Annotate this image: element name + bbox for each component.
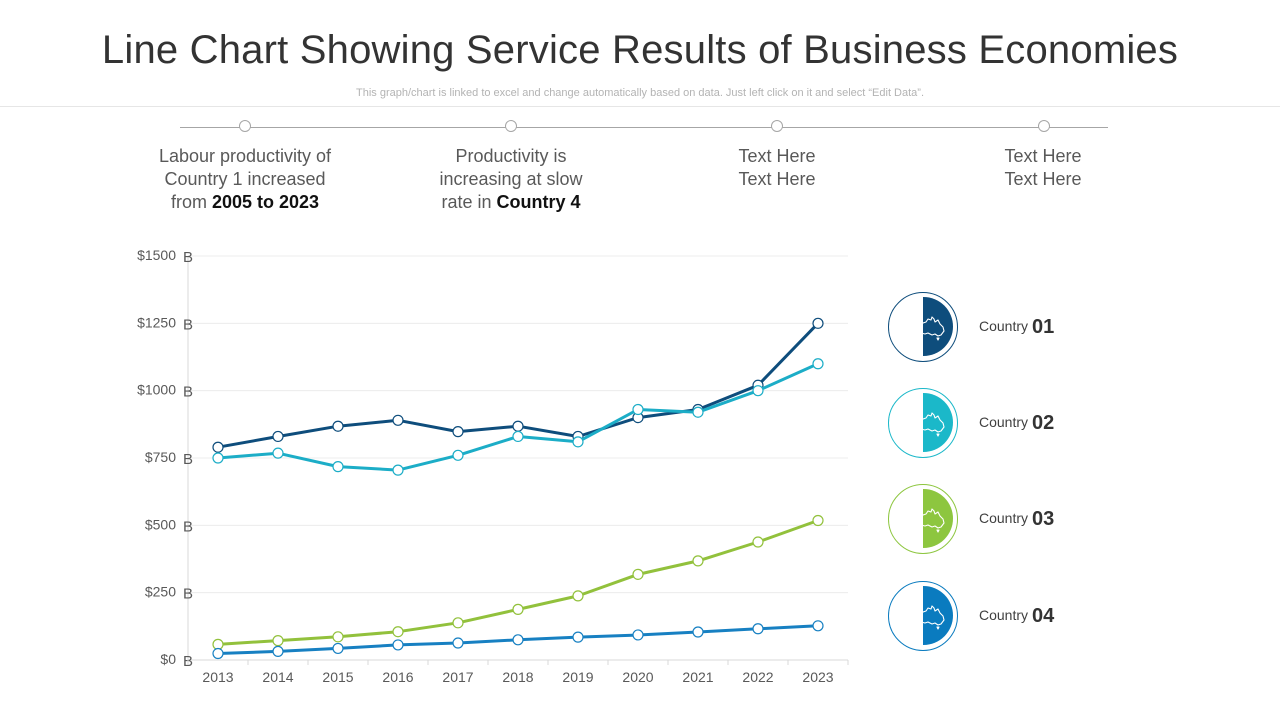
x-tick-label: 2023 xyxy=(802,669,833,685)
legend-badge xyxy=(888,388,958,458)
data-point-series-1 xyxy=(512,420,524,432)
data-point-series-4 xyxy=(392,639,404,651)
data-point-series-1 xyxy=(332,420,344,432)
timeline-marker xyxy=(1038,120,1050,132)
x-tick-label: 2016 xyxy=(382,669,413,685)
legend-label: Country 04 xyxy=(979,605,1055,627)
legend-item-country-03: Country 03 xyxy=(888,484,1148,554)
data-point-series-4 xyxy=(572,631,584,643)
y-tick-label: $750 xyxy=(145,449,176,465)
legend-badge xyxy=(888,581,958,651)
timeline-note-2: Productivity is increasing at slow rate … xyxy=(439,146,583,212)
data-point-series-1 xyxy=(272,430,284,443)
x-tick-label: 2015 xyxy=(322,669,353,685)
data-point-series-2 xyxy=(572,436,584,448)
data-point-series-1 xyxy=(212,441,224,453)
timeline-line xyxy=(180,127,1108,128)
data-point-series-4 xyxy=(632,629,644,641)
data-point-series-4 xyxy=(272,645,284,657)
data-point-series-1 xyxy=(812,317,824,329)
legend-label: Country 02 xyxy=(979,412,1055,434)
y-tick-label: $250 xyxy=(145,584,176,600)
timeline-marker xyxy=(771,120,783,132)
y-tick-label: $1500 xyxy=(137,247,176,263)
y-tick-label: $500 xyxy=(145,516,176,532)
data-point-series-2 xyxy=(812,358,824,370)
data-point-series-2 xyxy=(632,403,644,416)
data-point-series-2 xyxy=(212,452,224,464)
y-tick-label: $0 xyxy=(160,651,176,667)
y-tick-unit: B xyxy=(183,316,193,333)
header-divider xyxy=(0,106,1280,107)
data-point-series-3 xyxy=(572,590,584,602)
data-point-series-3 xyxy=(752,536,764,548)
data-point-series-3 xyxy=(392,626,404,638)
x-tick-label: 2017 xyxy=(442,669,473,685)
data-point-series-3 xyxy=(692,555,704,567)
x-tick-label: 2013 xyxy=(202,669,233,685)
legend-badge xyxy=(888,484,958,554)
data-point-series-2 xyxy=(332,461,344,473)
x-tick-label: 2020 xyxy=(622,669,653,685)
australia-map-icon xyxy=(918,412,945,437)
data-point-series-4 xyxy=(692,626,704,638)
timeline-note-3: Text Here Text Here xyxy=(738,146,816,189)
timeline-note-1: Labour productivity of Country 1 increas… xyxy=(158,146,332,212)
data-point-series-3 xyxy=(632,568,644,580)
page-subtitle: This graph/chart is linked to excel and … xyxy=(355,87,925,99)
data-point-series-1 xyxy=(452,426,464,438)
australia-map-icon xyxy=(918,508,945,533)
series-line-3 xyxy=(216,519,820,646)
legend-label: Country 03 xyxy=(979,508,1055,530)
data-point-series-3 xyxy=(452,617,464,629)
data-point-series-3 xyxy=(212,638,224,650)
data-point-series-3 xyxy=(512,603,524,615)
x-tick-label: 2021 xyxy=(682,669,713,685)
data-point-series-4 xyxy=(512,634,524,646)
y-tick-label: $1000 xyxy=(137,382,176,398)
y-tick-unit: B xyxy=(183,384,193,401)
australia-map-icon xyxy=(918,605,945,630)
data-point-series-2 xyxy=(272,447,284,459)
y-tick-unit: B xyxy=(183,451,193,468)
legend-label: Country 01 xyxy=(979,316,1055,338)
x-tick-label: 2014 xyxy=(262,669,293,685)
data-point-series-3 xyxy=(272,635,284,647)
data-point-series-4 xyxy=(752,623,764,635)
y-tick-unit: B xyxy=(183,586,193,603)
y-tick-label: $1250 xyxy=(137,314,176,330)
data-point-series-2 xyxy=(512,430,524,443)
data-point-series-2 xyxy=(452,449,464,461)
timeline-marker xyxy=(239,120,251,132)
data-point-series-3 xyxy=(812,514,824,527)
x-tick-label: 2019 xyxy=(562,669,593,685)
data-point-series-4 xyxy=(812,620,824,632)
data-point-series-2 xyxy=(392,464,404,476)
legend-item-country-04: Country 04 xyxy=(888,581,1148,651)
data-point-series-3 xyxy=(332,631,344,643)
data-point-series-4 xyxy=(452,637,464,649)
legend-item-country-01: Country 01 xyxy=(888,292,1148,362)
australia-map-icon xyxy=(918,316,945,341)
data-point-series-2 xyxy=(692,406,704,418)
page-title: Line Chart Showing Service Results of Bu… xyxy=(101,28,1179,72)
timeline-note-4: Text Here Text Here xyxy=(1004,146,1082,189)
legend-badge xyxy=(888,292,958,362)
y-tick-unit: B xyxy=(183,249,193,266)
data-point-series-4 xyxy=(212,647,224,660)
x-tick-label: 2018 xyxy=(502,669,533,685)
series-line-2 xyxy=(216,362,820,472)
x-tick-label: 2022 xyxy=(742,669,773,685)
data-point-series-2 xyxy=(752,385,764,397)
legend-item-country-02: Country 02 xyxy=(888,388,1148,458)
data-point-series-4 xyxy=(332,642,344,655)
data-point-series-1 xyxy=(392,414,404,426)
timeline-marker xyxy=(505,120,517,132)
y-tick-unit: B xyxy=(183,518,193,535)
